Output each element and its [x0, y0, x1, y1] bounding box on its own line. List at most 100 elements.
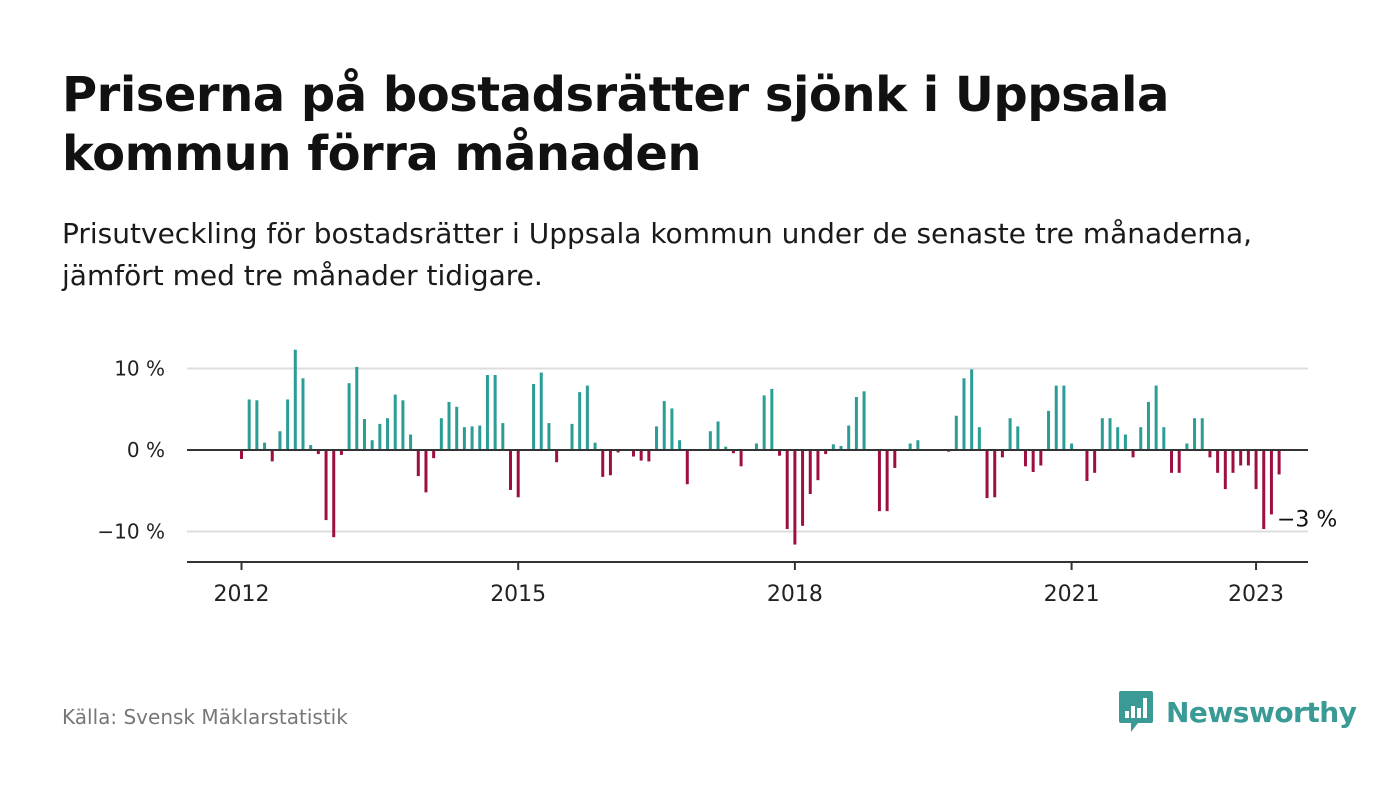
bar — [601, 450, 605, 477]
bar — [785, 450, 789, 530]
bar — [539, 372, 543, 450]
bar — [685, 450, 689, 485]
bar — [1254, 450, 1258, 490]
bar — [1085, 450, 1089, 481]
bar — [1123, 434, 1127, 450]
bar — [1000, 450, 1004, 458]
bar — [293, 349, 297, 450]
y-tick-label: −10 % — [97, 520, 165, 544]
bar — [424, 450, 428, 493]
chart-labels: 10 % 0 % −10 % 2012 2015 2018 2021 2023 −3 % — [97, 357, 1337, 608]
bar — [1146, 401, 1150, 450]
bar — [485, 375, 489, 450]
bar — [1062, 385, 1066, 451]
bar — [409, 434, 413, 450]
bar — [378, 423, 382, 450]
bar — [393, 394, 397, 450]
bar — [1031, 450, 1035, 473]
bar — [893, 450, 897, 468]
bar — [1093, 450, 1097, 473]
bar — [977, 427, 981, 450]
bar — [247, 399, 251, 450]
bar — [908, 443, 912, 450]
bar — [1054, 385, 1058, 451]
bar — [854, 397, 858, 450]
bar — [1262, 450, 1266, 530]
bar — [808, 450, 812, 495]
bar — [647, 450, 651, 462]
bar — [762, 395, 766, 450]
bar — [1277, 450, 1281, 475]
bar — [1246, 450, 1250, 466]
bar — [608, 450, 612, 476]
bar — [270, 450, 274, 462]
bar — [1023, 450, 1027, 467]
bar — [439, 418, 443, 450]
bar — [585, 385, 589, 451]
chart-gridlines — [187, 367, 1308, 533]
bar — [455, 406, 459, 451]
x-tick-label: 2018 — [767, 582, 823, 607]
bar — [770, 388, 774, 451]
bar — [678, 440, 682, 450]
bar — [801, 450, 805, 526]
bar — [962, 378, 966, 450]
bar — [916, 440, 920, 450]
bar — [1039, 450, 1043, 466]
bar — [255, 400, 259, 450]
bar — [662, 401, 666, 450]
bar — [1177, 450, 1181, 473]
bar — [240, 450, 243, 459]
bar — [547, 423, 551, 450]
source-note: Källa: Svensk Mäklarstatistik — [62, 705, 348, 729]
bar — [1139, 427, 1143, 450]
bar — [578, 392, 582, 450]
bar — [447, 401, 451, 450]
bar — [570, 423, 574, 450]
bar — [754, 443, 758, 450]
last-value-annotation: −3 % — [1277, 507, 1337, 532]
bar — [555, 450, 559, 463]
bar — [478, 425, 482, 450]
bar — [847, 425, 851, 450]
bar — [401, 400, 405, 450]
bar — [793, 450, 797, 545]
bar — [1116, 427, 1120, 450]
bar — [1170, 450, 1174, 473]
bar — [1193, 418, 1197, 450]
bar — [839, 445, 843, 451]
bar — [516, 450, 520, 498]
bar — [885, 450, 889, 512]
bar — [877, 450, 881, 512]
bar — [816, 450, 820, 481]
bar — [278, 431, 282, 450]
bar — [631, 450, 635, 457]
bar — [655, 426, 659, 451]
bar — [370, 440, 374, 450]
bar — [1162, 427, 1166, 450]
x-tick-label: 2012 — [214, 582, 270, 607]
bar — [1070, 443, 1074, 450]
bar — [416, 450, 420, 477]
bar — [593, 442, 597, 451]
bar — [716, 421, 720, 451]
bar — [509, 450, 513, 490]
newsworthy-logo-icon — [1119, 691, 1153, 732]
bar — [362, 419, 366, 450]
bar — [1239, 450, 1243, 466]
bar — [324, 450, 328, 521]
chart-bars — [240, 349, 1281, 545]
y-tick-label: 10 % — [114, 357, 165, 381]
bar — [1131, 450, 1135, 458]
bar — [616, 450, 620, 453]
bar — [1223, 450, 1227, 490]
bar — [1269, 450, 1273, 515]
bar — [501, 423, 505, 450]
bar — [724, 446, 728, 450]
bar — [1231, 450, 1235, 473]
bar — [1100, 418, 1104, 450]
bar — [332, 450, 336, 538]
y-tick-label: 0 % — [127, 438, 165, 462]
x-tick-label: 2023 — [1228, 582, 1284, 607]
page-title: Priserna på bostadsrätter sjönk i Uppsal… — [62, 67, 1169, 182]
